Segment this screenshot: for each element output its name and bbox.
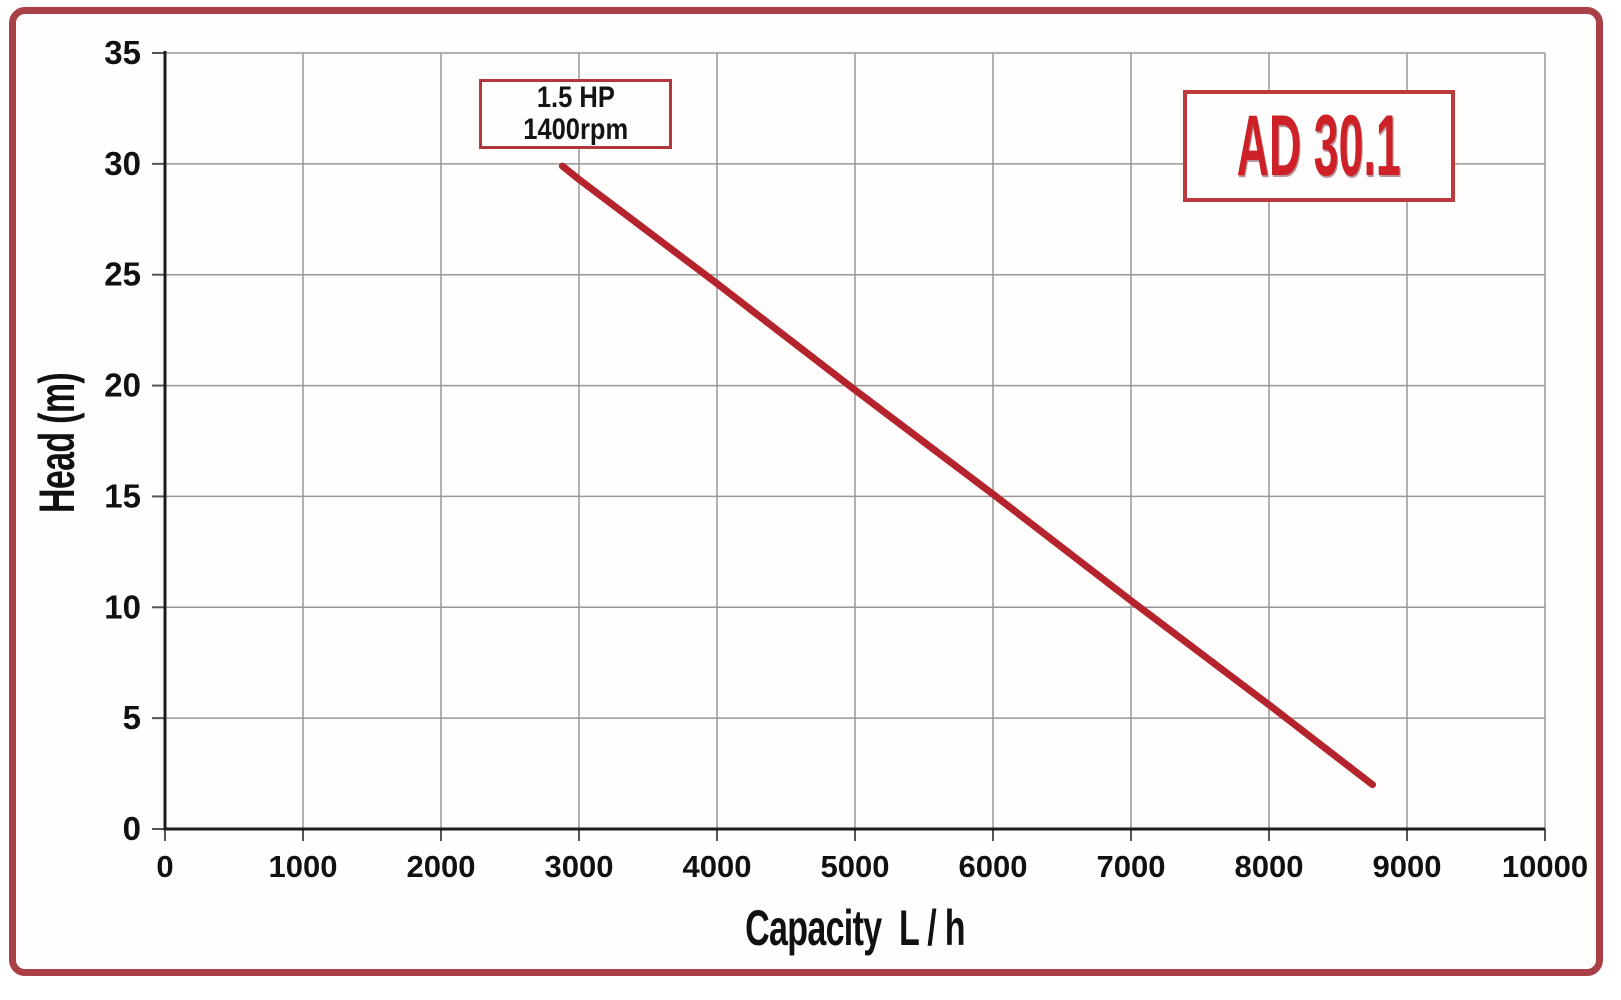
y-tick-label: 5 xyxy=(123,699,141,736)
x-tick-label: 1000 xyxy=(269,849,338,884)
y-tick-label: 0 xyxy=(123,810,141,847)
model-label: AD 30.1 xyxy=(1236,97,1402,194)
y-tick-label: 30 xyxy=(104,145,141,182)
y-tick-label: 10 xyxy=(104,588,141,625)
x-tick-label: 7000 xyxy=(1097,849,1166,884)
y-tick-label: 20 xyxy=(104,367,141,404)
x-axis-title: Capacity L / h xyxy=(745,900,965,956)
x-tick-label: 4000 xyxy=(683,849,752,884)
x-tick-label: 2000 xyxy=(407,849,476,884)
pump-curve-line xyxy=(558,162,1376,789)
x-tick-label: 9000 xyxy=(1373,849,1442,884)
x-tick-label: 5000 xyxy=(821,849,890,884)
power-annotation-line1: 1.5 HP xyxy=(536,81,615,114)
power-rpm-annotation: 1.5 HP 1400rpm xyxy=(479,79,672,149)
y-tick-label: 15 xyxy=(104,477,141,514)
x-tick-label: 3000 xyxy=(545,849,614,884)
x-tick-label: 0 xyxy=(156,849,173,884)
x-tick-label: 6000 xyxy=(959,849,1028,884)
power-annotation-line2: 1400rpm xyxy=(523,113,628,146)
y-tick-label: 35 xyxy=(104,34,141,71)
model-label-box: AD 30.1 xyxy=(1183,90,1455,202)
y-tick-label: 25 xyxy=(104,256,141,293)
y-axis-title: Head (m) xyxy=(29,372,85,514)
x-tick-label: 8000 xyxy=(1235,849,1304,884)
x-tick-label: 10000 xyxy=(1502,849,1588,884)
